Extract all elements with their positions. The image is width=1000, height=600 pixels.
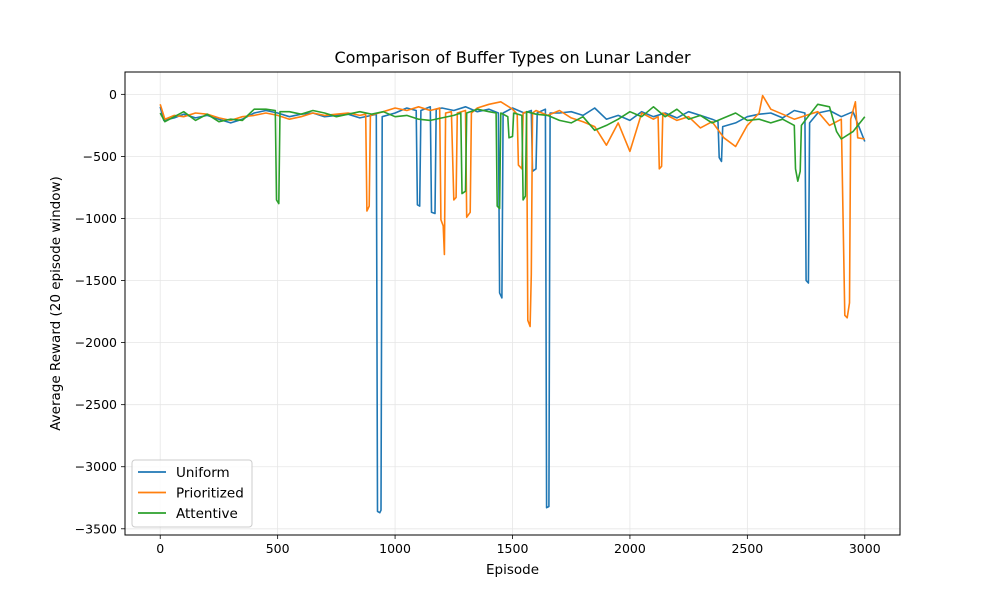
x-tick-label: 3000	[849, 541, 881, 556]
x-tick-label: 1500	[497, 541, 529, 556]
chart-title: Comparison of Buffer Types on Lunar Land…	[334, 48, 690, 67]
grid	[125, 72, 900, 535]
series-layer	[159, 94, 866, 514]
x-tick-label: 2000	[614, 541, 646, 556]
y-tick-label: −2500	[75, 397, 117, 412]
y-tick-label: −1500	[75, 273, 117, 288]
legend-label-prioritized: Prioritized	[176, 486, 244, 502]
x-tick-label: 0	[156, 541, 164, 556]
y-tick-label: −3000	[75, 459, 117, 474]
series-line-attentive	[159, 103, 866, 210]
y-tick-label: −500	[83, 149, 117, 164]
y-axis-label: Average Reward (20 episode window)	[48, 176, 64, 431]
y-tick-label: −1000	[75, 211, 117, 226]
x-axis-label: Episode	[486, 562, 539, 578]
series-line-prioritized	[159, 94, 865, 328]
x-tick-label: 500	[266, 541, 290, 556]
x-tick-label: 1000	[379, 541, 411, 556]
axis-ticks: 0 500 1000 1500 2000 2500 3000 0 −500 −1000 −1500 −…	[75, 87, 881, 556]
legend-label-attentive: Attentive	[176, 506, 238, 522]
y-tick-label: 0	[109, 87, 117, 102]
x-tick-label: 2500	[731, 541, 763, 556]
legend-label-uniform: Uniform	[176, 465, 230, 481]
y-tick-label: −3500	[75, 521, 117, 536]
legend: Uniform Prioritized Attentive	[131, 459, 253, 528]
y-tick-label: −2000	[75, 335, 117, 350]
legend-box	[131, 459, 253, 528]
